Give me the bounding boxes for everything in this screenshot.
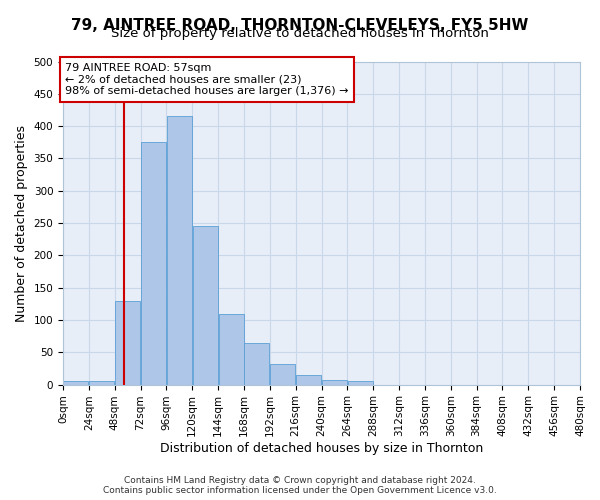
X-axis label: Distribution of detached houses by size in Thornton: Distribution of detached houses by size …: [160, 442, 483, 455]
Bar: [167, 116, 192, 384]
Bar: [64, 382, 88, 384]
Text: 79, AINTREE ROAD, THORNTON-CLEVELEYS, FY5 5HW: 79, AINTREE ROAD, THORNTON-CLEVELEYS, FY…: [71, 18, 529, 32]
Bar: [296, 375, 321, 384]
Y-axis label: Number of detached properties: Number of detached properties: [15, 124, 28, 322]
Bar: [348, 382, 373, 384]
Bar: [322, 380, 347, 384]
Text: Size of property relative to detached houses in Thornton: Size of property relative to detached ho…: [111, 28, 489, 40]
Bar: [244, 342, 269, 384]
Bar: [218, 314, 244, 384]
Bar: [193, 226, 218, 384]
Bar: [270, 364, 295, 384]
Bar: [141, 142, 166, 384]
Bar: [89, 382, 114, 384]
Text: Contains HM Land Registry data © Crown copyright and database right 2024.
Contai: Contains HM Land Registry data © Crown c…: [103, 476, 497, 495]
Bar: [115, 300, 140, 384]
Text: 79 AINTREE ROAD: 57sqm
← 2% of detached houses are smaller (23)
98% of semi-deta: 79 AINTREE ROAD: 57sqm ← 2% of detached …: [65, 63, 349, 96]
